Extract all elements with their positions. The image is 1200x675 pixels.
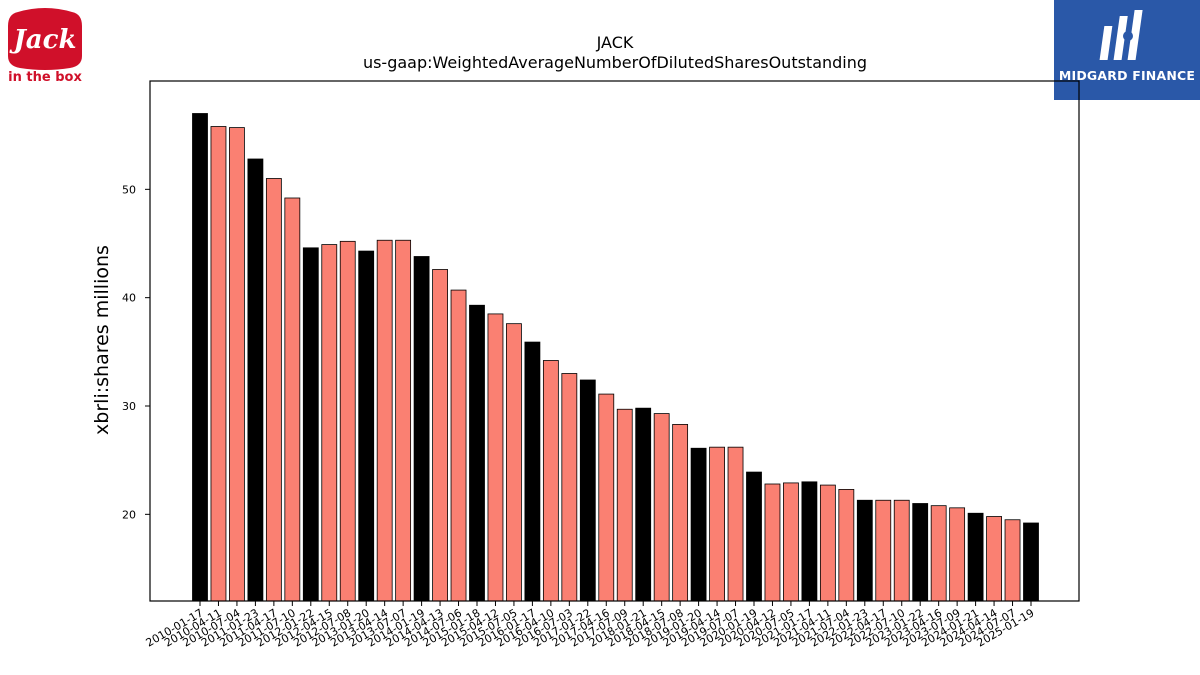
bar-2024-01-21 [967, 512, 984, 602]
bar-2025-01-19 [1023, 522, 1039, 602]
bar-2012-04-15 [321, 244, 338, 602]
bar-2012-01-22 [302, 247, 319, 602]
bar-2024-04-14 [986, 516, 1002, 602]
bar-2018-07-08 [672, 424, 689, 602]
bar-2011-04-17 [265, 178, 282, 602]
y-tick-label: 50 [122, 183, 136, 196]
bar-2020-07-05 [783, 482, 799, 602]
bar-2010-01-17 [192, 113, 208, 602]
chart-subtitle: us-gaap:WeightedAverageNumberOfDilutedSh… [363, 53, 867, 72]
bar-2022-01-23 [856, 499, 873, 602]
bar-2021-07-04 [838, 489, 855, 602]
bar-2017-04-16 [598, 393, 615, 602]
bar-2018-04-15 [653, 413, 670, 602]
bar-2015-01-18 [469, 304, 485, 602]
midgard-logo-mark [1099, 10, 1143, 60]
bar-2010-07-04 [229, 127, 245, 602]
bar-2014-04-13 [432, 269, 448, 602]
bar-2015-07-05 [506, 323, 522, 602]
y-tick-label: 40 [122, 292, 136, 305]
bar-2019-04-14 [709, 446, 725, 602]
bar-2020-01-19 [746, 471, 762, 602]
bar-2016-04-10 [542, 360, 559, 602]
bar-2022-04-17 [875, 499, 892, 602]
bar-2021-04-11 [819, 484, 836, 602]
x-axis-ticks: 2010-01-172010-04-112010-07-042011-01-23… [144, 601, 1037, 650]
jack-logo-word: Jack [9, 25, 77, 55]
midgard-logo-text: MIDGARD FINANCE [1058, 68, 1196, 83]
bar-2017-07-09 [616, 408, 633, 602]
bar-2022-07-10 [893, 499, 910, 602]
bar-2019-01-20 [690, 447, 707, 602]
y-tick-label: 30 [122, 400, 136, 413]
jack-logo-tagline: in the box [8, 70, 82, 85]
bar-2020-04-12 [764, 483, 781, 602]
bar-2016-01-17 [524, 341, 541, 602]
bar-2014-01-19 [413, 256, 430, 602]
plot-frame [149, 80, 1080, 602]
jack-logo-badge: Jack [8, 8, 82, 70]
midgard-finance-logo: MIDGARD FINANCE [1054, 0, 1200, 100]
bar-2013-01-20 [358, 250, 375, 602]
bar-2011-01-23 [247, 158, 264, 602]
y-tick-label: 20 [122, 508, 136, 521]
bar-2021-01-17 [801, 481, 818, 602]
bar-2023-01-22 [912, 503, 929, 602]
y-axis-label: xbrli:shares millions [91, 245, 113, 435]
bar-2018-01-21 [635, 407, 652, 602]
bar-2024-07-07 [1004, 519, 1021, 602]
bar-2014-07-06 [450, 289, 467, 602]
bar-2013-04-14 [376, 239, 393, 602]
jack-in-the-box-logo: Jack in the box [6, 6, 84, 90]
y-axis-ticks: 20 30 40 50 [122, 183, 150, 521]
bar-2023-04-16 [930, 505, 947, 602]
bar-2010-04-11 [210, 126, 227, 602]
bars-group [192, 113, 1039, 602]
bar-2012-07-08 [339, 240, 356, 602]
bar-2019-07-07 [727, 446, 744, 602]
chart-title: JACK [596, 33, 634, 52]
bar-2016-07-03 [561, 373, 578, 602]
bar-2011-07-10 [284, 197, 301, 602]
bar-2017-01-22 [579, 379, 596, 602]
bar-2013-07-07 [395, 239, 412, 602]
bar-2015-04-12 [487, 313, 504, 602]
bar-2023-07-09 [949, 507, 966, 602]
